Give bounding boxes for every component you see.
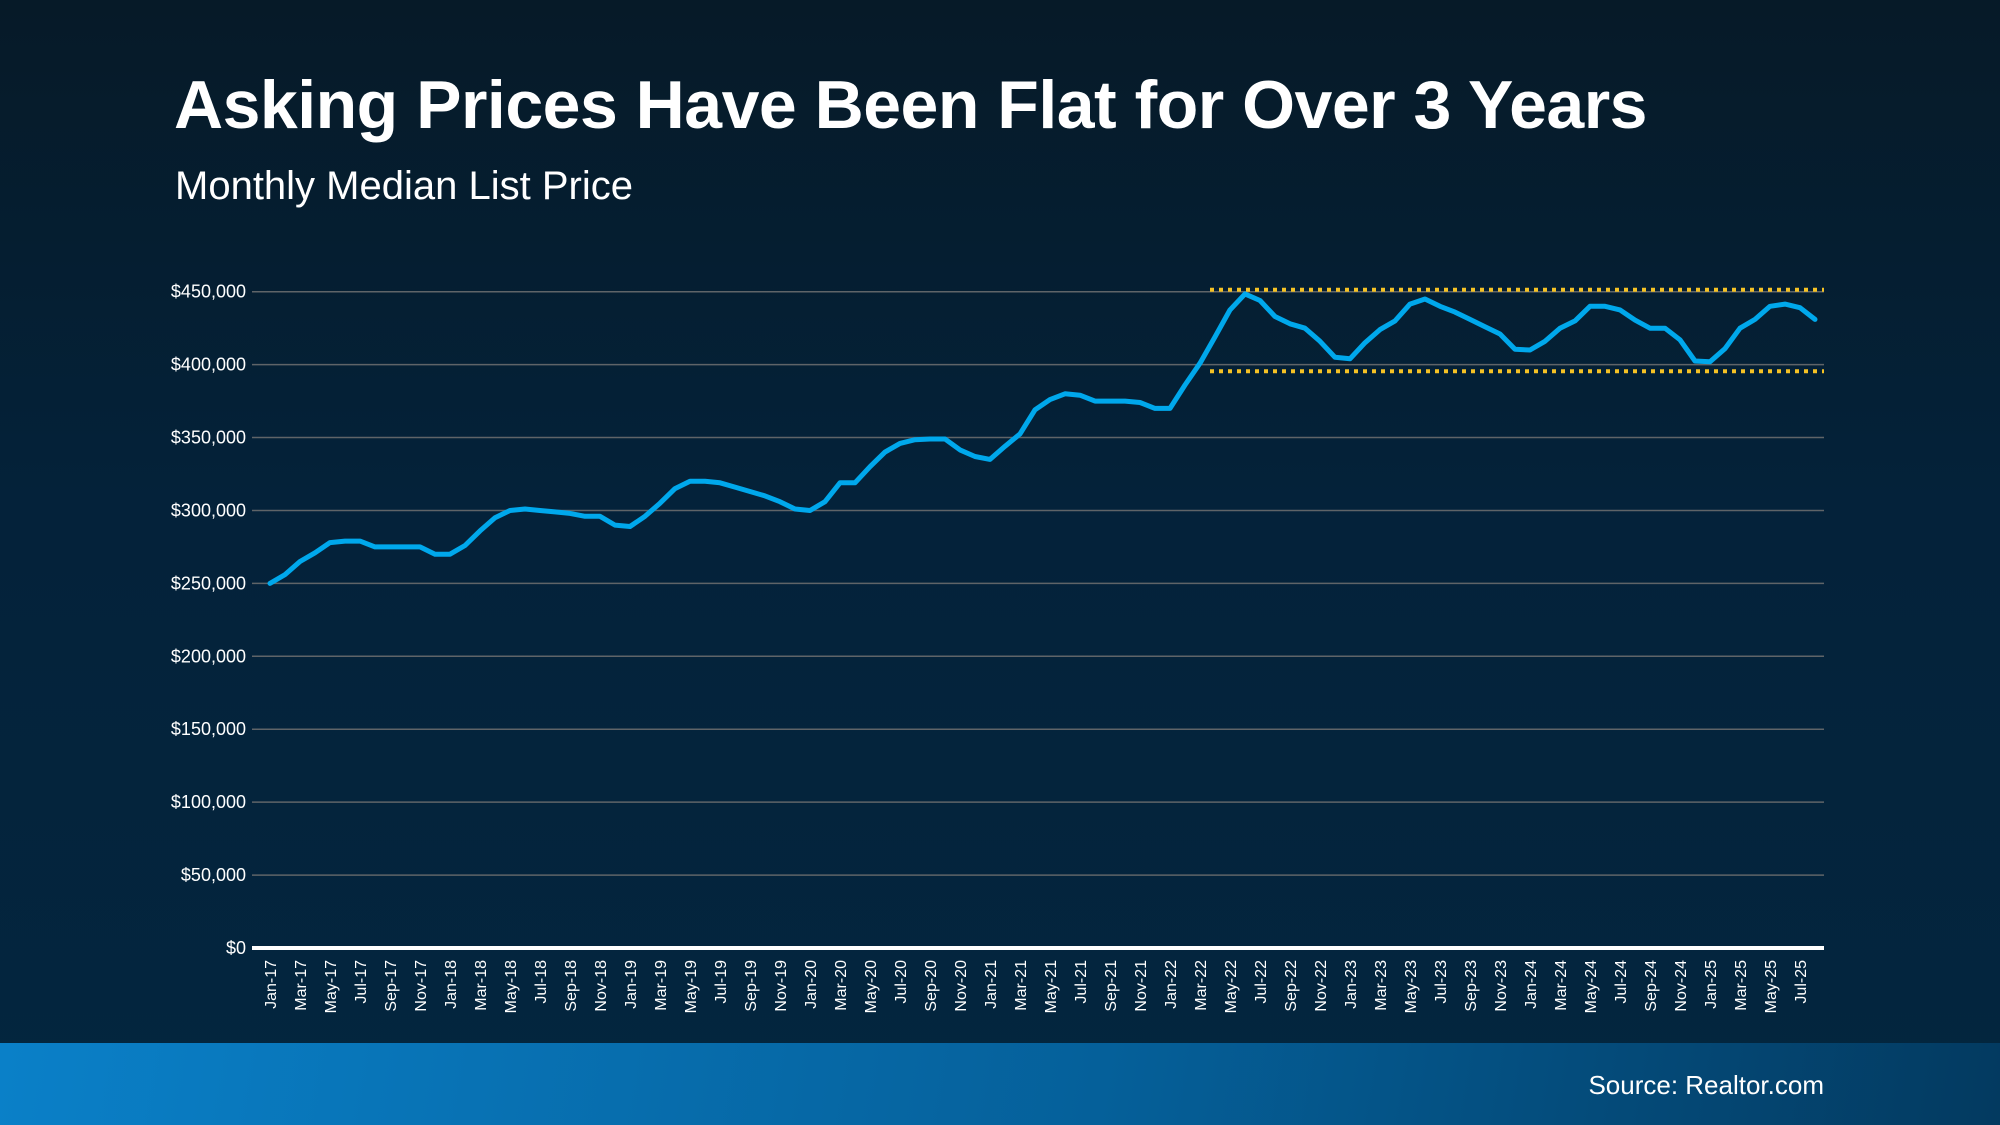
x-tick-label: Nov-19 xyxy=(773,960,790,1012)
x-tick-label: Mar-17 xyxy=(293,960,310,1011)
x-tick-label: May-19 xyxy=(683,960,700,1013)
x-tick-label: Jul-22 xyxy=(1253,960,1270,1004)
y-tick-label: $400,000 xyxy=(171,355,246,375)
y-axis-labels: $0 $50,000 $100,000 $150,000 $200,000 $250,00… xyxy=(171,282,246,958)
x-tick-label: Sep-20 xyxy=(923,960,940,1012)
x-tick-label: May-22 xyxy=(1223,960,1240,1013)
source-label: Source: Realtor.com xyxy=(1588,1070,1824,1100)
footer-bar: Source: Realtor.com xyxy=(0,1043,2000,1125)
x-tick-label: Nov-22 xyxy=(1313,960,1330,1012)
x-tick-label: Jan-23 xyxy=(1343,960,1360,1009)
x-tick-label: Mar-20 xyxy=(833,960,850,1011)
x-tick-label: Sep-23 xyxy=(1463,960,1480,1012)
x-axis-labels: Jan-17 Mar-17 May-17 Jul-17 Sep-17 Nov-17 Jan-… xyxy=(263,960,1810,1013)
x-tick-label: Sep-18 xyxy=(563,960,580,1012)
y-tick-label: $50,000 xyxy=(181,865,246,885)
x-tick-label: Mar-19 xyxy=(653,960,670,1011)
x-tick-label: Jan-25 xyxy=(1703,960,1720,1009)
x-tick-label: Jan-20 xyxy=(803,960,820,1009)
x-tick-label: May-25 xyxy=(1763,960,1780,1013)
x-tick-label: May-23 xyxy=(1403,960,1420,1013)
x-tick-label: May-18 xyxy=(503,960,520,1013)
x-tick-label: Jan-24 xyxy=(1523,960,1540,1009)
y-tick-label: $0 xyxy=(226,938,246,958)
x-tick-label: Nov-24 xyxy=(1673,960,1690,1012)
x-tick-label: Jan-18 xyxy=(443,960,460,1009)
x-tick-label: Nov-23 xyxy=(1493,960,1510,1012)
y-tick-label: $200,000 xyxy=(171,646,246,666)
x-tick-label: Nov-21 xyxy=(1133,960,1150,1012)
x-tick-label: Sep-19 xyxy=(743,960,760,1012)
x-tick-label: Jul-19 xyxy=(713,960,730,1004)
chart-subtitle: Monthly Median List Price xyxy=(175,164,633,208)
x-tick-label: Jan-17 xyxy=(263,960,280,1009)
x-tick-label: Mar-21 xyxy=(1013,960,1030,1011)
y-tick-label: $300,000 xyxy=(171,500,246,520)
x-tick-label: Nov-18 xyxy=(593,960,610,1012)
x-tick-label: Mar-24 xyxy=(1553,960,1570,1011)
x-tick-label: Jul-20 xyxy=(893,960,910,1004)
x-tick-label: Jul-24 xyxy=(1613,960,1630,1004)
x-tick-label: Sep-21 xyxy=(1103,960,1120,1012)
y-tick-label: $150,000 xyxy=(171,719,246,739)
reference-lines xyxy=(1210,287,1824,374)
x-tick-label: Sep-22 xyxy=(1283,960,1300,1012)
x-tick-label: Sep-17 xyxy=(383,960,400,1012)
chart-title: Asking Prices Have Been Flat for Over 3 … xyxy=(174,67,1648,143)
y-tick-label: $450,000 xyxy=(171,282,246,302)
x-tick-label: Jan-19 xyxy=(623,960,640,1009)
x-tick-label: Jan-21 xyxy=(983,960,1000,1009)
y-tick-label: $350,000 xyxy=(171,428,246,448)
x-tick-label: Jul-17 xyxy=(353,960,370,1004)
x-tick-label: May-17 xyxy=(323,960,340,1013)
x-tick-label: May-21 xyxy=(1043,960,1060,1013)
gridlines xyxy=(252,290,1824,876)
x-tick-label: Mar-18 xyxy=(473,960,490,1011)
x-tick-label: Jul-21 xyxy=(1073,960,1090,1004)
x-tick-label: Jul-25 xyxy=(1793,960,1810,1004)
y-tick-label: $100,000 xyxy=(171,792,246,812)
series-line xyxy=(267,291,1818,586)
x-tick-label: Jul-18 xyxy=(533,960,550,1004)
x-tick-label: May-24 xyxy=(1583,960,1600,1013)
y-tick-label: $250,000 xyxy=(171,573,246,593)
x-tick-label: May-20 xyxy=(863,960,880,1013)
x-tick-label: Jan-22 xyxy=(1163,960,1180,1009)
x-tick-label: Nov-17 xyxy=(413,960,430,1012)
x-tick-label: Mar-25 xyxy=(1733,960,1750,1011)
x-tick-label: Jul-23 xyxy=(1433,960,1450,1004)
x-tick-label: Nov-20 xyxy=(953,960,970,1012)
x-tick-label: Sep-24 xyxy=(1643,960,1660,1012)
x-tick-label: Mar-23 xyxy=(1373,960,1390,1011)
x-tick-label: Mar-22 xyxy=(1193,960,1210,1011)
